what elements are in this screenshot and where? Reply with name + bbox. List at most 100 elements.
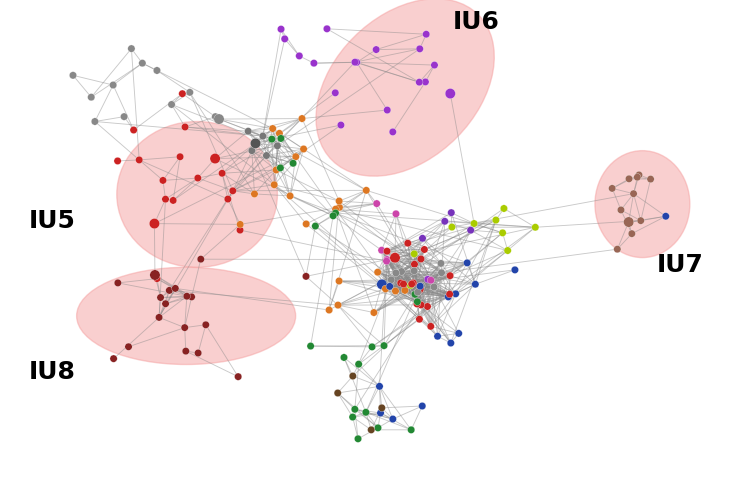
Point — [371, 200, 383, 208]
Point — [418, 245, 430, 253]
Point — [468, 220, 480, 227]
Point — [335, 121, 347, 129]
Point — [416, 402, 428, 410]
Point — [402, 239, 414, 247]
Point — [380, 257, 392, 265]
Point — [414, 45, 426, 52]
Point — [128, 126, 139, 134]
Point — [413, 78, 425, 86]
Point — [445, 209, 457, 217]
Point — [370, 46, 382, 53]
Point — [149, 271, 161, 279]
Point — [380, 285, 391, 293]
Point — [222, 195, 234, 203]
Point — [167, 196, 179, 204]
Point — [323, 306, 335, 314]
Point — [250, 139, 261, 147]
Point — [412, 288, 423, 296]
Point — [290, 153, 301, 160]
Point — [246, 147, 258, 155]
Point — [425, 322, 437, 330]
Point — [321, 25, 333, 33]
Point — [334, 197, 345, 205]
Point — [414, 315, 426, 323]
Point — [180, 123, 191, 131]
Point — [390, 269, 402, 277]
Point — [633, 171, 645, 179]
Point — [353, 360, 364, 368]
Point — [134, 156, 145, 164]
Point — [420, 30, 432, 38]
Point — [389, 254, 401, 261]
Point — [626, 230, 637, 238]
Point — [407, 279, 419, 287]
Point — [181, 293, 193, 300]
Point — [408, 267, 420, 275]
Point — [192, 349, 204, 357]
Point — [405, 426, 417, 434]
Point — [118, 113, 130, 121]
Point — [153, 313, 165, 321]
Point — [422, 303, 434, 311]
Point — [67, 71, 79, 79]
Point — [123, 343, 134, 350]
Point — [431, 332, 443, 340]
Point — [412, 298, 423, 306]
Point — [465, 226, 477, 234]
Point — [234, 226, 246, 234]
Point — [272, 142, 283, 150]
Point — [267, 125, 279, 133]
Point — [332, 301, 344, 309]
Ellipse shape — [117, 122, 277, 267]
Point — [384, 282, 396, 290]
Point — [413, 285, 425, 293]
Point — [422, 276, 434, 283]
Point — [347, 413, 358, 421]
Point — [623, 218, 634, 226]
Point — [274, 164, 286, 172]
Point — [372, 424, 384, 432]
Ellipse shape — [77, 267, 296, 364]
Point — [349, 58, 361, 66]
Point — [425, 277, 437, 284]
Point — [284, 192, 296, 200]
Point — [415, 282, 427, 290]
Ellipse shape — [595, 151, 690, 258]
Point — [157, 176, 169, 184]
Point — [334, 204, 345, 211]
Point — [227, 187, 239, 195]
Point — [376, 280, 388, 288]
Point — [490, 216, 502, 224]
Point — [300, 220, 312, 228]
Point — [387, 415, 399, 423]
Point — [429, 61, 440, 69]
Point — [107, 81, 119, 89]
Point — [368, 309, 380, 316]
Point — [151, 275, 163, 282]
Point — [374, 382, 385, 390]
Point — [351, 58, 363, 66]
Point — [399, 287, 411, 295]
Point — [453, 330, 464, 337]
Point — [631, 174, 643, 181]
Point — [529, 224, 541, 231]
Point — [469, 280, 481, 288]
Point — [415, 282, 426, 290]
Point — [169, 284, 181, 292]
Point — [195, 255, 207, 263]
Point — [381, 256, 393, 263]
Point — [184, 88, 196, 96]
Point — [216, 170, 228, 177]
Point — [366, 426, 377, 434]
Point — [445, 90, 456, 98]
Point — [185, 293, 197, 301]
Point — [415, 301, 427, 309]
Point — [179, 324, 191, 331]
Point — [296, 115, 308, 122]
Point — [366, 343, 378, 351]
Point — [446, 223, 458, 231]
Point — [390, 287, 402, 295]
Point — [210, 113, 221, 121]
Point — [334, 277, 345, 285]
Point — [232, 373, 244, 381]
